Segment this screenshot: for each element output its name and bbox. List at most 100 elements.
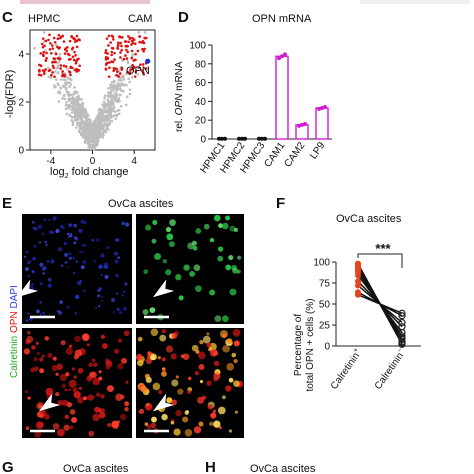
cell-dot [237,255,242,260]
cell-dot [191,344,199,352]
cell-dot [45,243,48,247]
volcano-point [58,52,62,56]
cell-dot [57,246,63,252]
cell-dot [94,406,101,413]
cell-dot [100,273,103,276]
cell-dot [228,377,234,383]
volcano-point [89,131,93,134]
volcano-point [112,89,115,92]
volcano-point [59,86,63,90]
cell-dot [221,222,229,230]
volcano-point [63,97,67,101]
volcano-significant-point [73,37,77,41]
panel-e-title: OvCa ascites [108,198,174,210]
volcano-point [72,92,75,96]
cell-dot [60,264,64,267]
volcano-point [124,103,128,107]
cell-dot [96,392,101,397]
volcano-significant-point [64,65,68,68]
cell-dot [44,240,48,244]
cell-dot [49,230,53,235]
volcano-significant-point [119,56,122,59]
volcano-significant-point [144,36,148,40]
cell-dot [68,379,77,388]
volcano-point [106,98,110,102]
cell-dot [32,256,36,261]
cell-dot [222,315,229,323]
volcano-point [70,111,74,114]
volcano-point [115,95,118,99]
cell-dot [121,221,125,226]
volcano-point [117,97,120,100]
volcano-significant-point [130,56,134,60]
cell-dot [37,224,43,229]
volcano-point [113,84,117,88]
volcano-point [58,91,62,95]
volcano-significant-point [51,61,54,64]
cell-dot [72,256,75,260]
volcano-point [66,76,69,80]
cell-dot [166,233,174,241]
cell-dot [39,282,43,286]
volcano-point [82,121,86,124]
volcano-significant-point [41,45,45,49]
volcano-point [81,119,84,123]
bar-ytick-label: 60 [195,78,207,89]
volcano-significant-point [59,35,63,39]
cell-dot [25,267,29,271]
arrowhead-dapi [16,279,39,298]
volcano-point [122,74,125,77]
volcano-significant-point [51,44,54,47]
cell-dot [124,406,129,412]
cell-dot [55,228,60,234]
volcano-point [82,115,86,118]
volcano-significant-point [59,67,62,70]
cell-dot [136,359,144,367]
significance-stars: *** [375,241,391,256]
f-xticklabels: Calretinin+Calretinin− [328,347,408,392]
volcano-significant-point [107,75,111,78]
cell-dot [42,311,45,315]
bar-point [280,54,284,59]
volcano-significant-point [111,47,115,50]
volcano-point [67,99,71,103]
cell-dot [73,241,77,245]
bar-point [260,136,264,141]
panel-h-title: OvCa ascites [250,463,316,474]
volcano-point [66,80,70,84]
f-ytick-label: 75 [319,279,331,290]
calretinin-pos-point [355,272,361,279]
cell-dot [47,277,52,282]
volcano-point [119,88,123,92]
cell-dot [213,360,220,367]
volcano-point [102,100,106,103]
cell-dot [197,351,206,360]
panel-g: G OvCa ascites [2,459,129,474]
cell-dot [191,240,197,246]
cell-dot [123,330,130,337]
volcano-point [66,93,70,96]
cell-dot [118,338,123,343]
volcano-point [76,105,80,109]
cell-dot [206,380,212,386]
volcano-significant-point [63,52,67,55]
volcano-significant-point [122,57,126,61]
volcano-point [55,43,58,46]
volcano-significant-point [142,50,145,53]
calretinin-pos-point [355,291,361,298]
cell-dot [114,259,119,264]
volcano-point [115,100,119,104]
cell-dot [31,287,35,290]
volcano-point [79,133,83,137]
volcano-significant-point [49,41,52,45]
top-strip [20,0,470,4]
cell-dot [31,282,34,286]
cell-dot [55,392,60,397]
volcano-significant-point [110,60,113,64]
cell-dot [81,244,84,247]
volcano-point [122,89,125,93]
bar-ytick-label: 100 [189,41,206,52]
cell-dot [233,340,240,347]
volcano-significant-point [143,47,146,51]
panel-g-letter: G [2,459,14,474]
